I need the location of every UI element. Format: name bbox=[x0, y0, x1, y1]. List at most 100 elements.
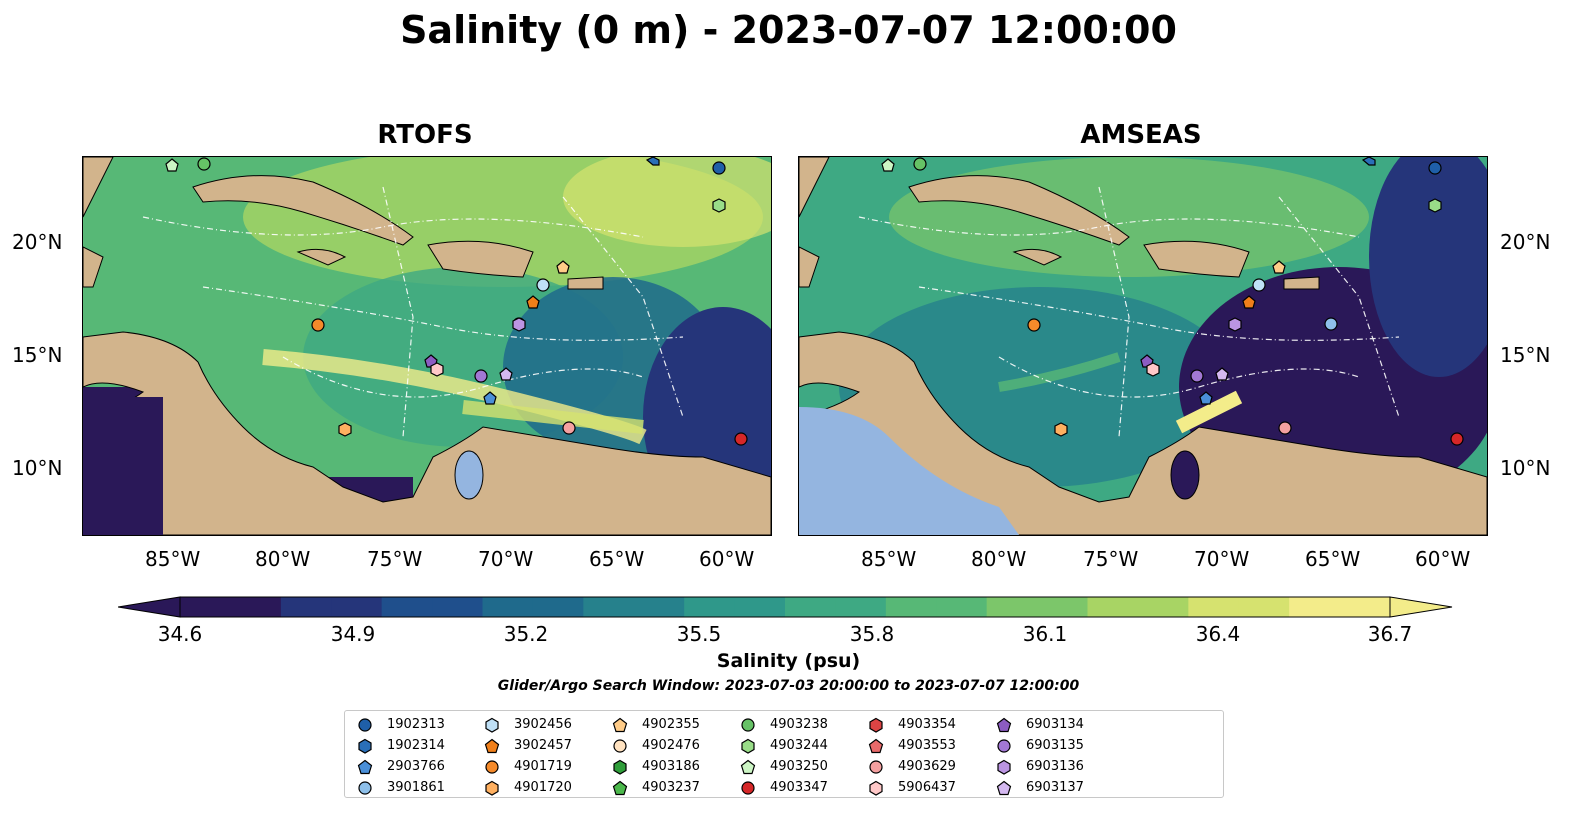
hexagon-marker-icon bbox=[869, 717, 883, 733]
circle-marker-icon bbox=[741, 781, 755, 795]
lon-tick-left-65: 65°W bbox=[589, 547, 645, 571]
colorbar-segment bbox=[280, 597, 332, 617]
legend-label: 4903250 bbox=[770, 759, 828, 774]
colorbar-segment bbox=[432, 597, 484, 617]
colorbar-segment bbox=[1037, 597, 1089, 617]
colorbar-segment bbox=[1289, 597, 1341, 617]
colorbar-tick-36-4: 36.4 bbox=[1195, 622, 1241, 646]
lon-tick-right-80: 80°W bbox=[971, 547, 1027, 571]
colorbar-svg bbox=[117, 596, 1453, 618]
pentagon-marker-icon bbox=[740, 759, 756, 775]
colorbar-segment bbox=[785, 597, 837, 617]
hexagon-marker-icon bbox=[741, 738, 755, 754]
pentagon-marker-icon bbox=[996, 780, 1012, 796]
colorbar-tick-36-1: 36.1 bbox=[1022, 622, 1068, 646]
circle-marker-icon bbox=[485, 760, 499, 774]
lat-tick-right-10: 10°N bbox=[1500, 456, 1551, 480]
panel-title-rtofs: RTOFS bbox=[377, 120, 473, 150]
colorbar-tick-35-5: 35.5 bbox=[676, 622, 722, 646]
legend-label: 4902355 bbox=[642, 717, 700, 732]
legend-label: 6903137 bbox=[1026, 780, 1084, 795]
pentagon-marker-icon bbox=[612, 780, 628, 796]
legend-label: 4901719 bbox=[514, 759, 572, 774]
colorbar-segment bbox=[885, 597, 937, 617]
colorbar-tick-35-8: 35.8 bbox=[849, 622, 895, 646]
colorbar-segment bbox=[482, 597, 534, 617]
colorbar-segment bbox=[230, 597, 282, 617]
lat-tick-right-20: 20°N bbox=[1500, 230, 1551, 254]
circle-marker-icon bbox=[358, 718, 372, 732]
lon-tick-right-60: 60°W bbox=[1415, 547, 1471, 571]
lat-tick-left-20: 20°N bbox=[12, 230, 63, 254]
colorbar-segment bbox=[1137, 597, 1189, 617]
map-panel-amseas bbox=[798, 156, 1488, 536]
lon-tick-right-75: 75°W bbox=[1083, 547, 1139, 571]
legend-label: 4903186 bbox=[642, 759, 700, 774]
circle-marker-icon bbox=[869, 760, 883, 774]
colorbar-extend-min bbox=[117, 596, 181, 618]
colorbar-segment bbox=[1087, 597, 1139, 617]
colorbar-segment bbox=[583, 597, 635, 617]
legend-label: 4903553 bbox=[898, 738, 956, 753]
legend-label: 4903244 bbox=[770, 738, 828, 753]
pentagon-marker-icon bbox=[484, 738, 500, 754]
colorbar-tick-36-7: 36.7 bbox=[1367, 622, 1413, 646]
legend: 1902313 1902314 2903766 3901861 3902456 39024… bbox=[344, 710, 1224, 798]
pentagon-marker-icon bbox=[868, 738, 884, 754]
hexagon-marker-icon bbox=[485, 717, 499, 733]
colorbar-segment bbox=[684, 597, 736, 617]
lon-tick-left-85: 85°W bbox=[145, 547, 201, 571]
colorbar-segment bbox=[180, 597, 232, 617]
colorbar-segment bbox=[532, 597, 584, 617]
legend-label: 4901720 bbox=[514, 780, 572, 795]
figure-title: Salinity (0 m) - 2023-07-07 12:00:00 bbox=[400, 8, 1177, 52]
hexagon-marker-icon bbox=[869, 780, 883, 796]
colorbar-segment bbox=[835, 597, 887, 617]
lon-tick-left-80: 80°W bbox=[255, 547, 311, 571]
lat-tick-left-15: 15°N bbox=[12, 343, 63, 367]
colorbar-segment bbox=[331, 597, 383, 617]
colorbar-segment bbox=[986, 597, 1038, 617]
map-panel-rtofs bbox=[82, 156, 772, 536]
colorbar-segment bbox=[1238, 597, 1290, 617]
lon-tick-left-70: 70°W bbox=[478, 547, 534, 571]
legend-label: 6903136 bbox=[1026, 759, 1084, 774]
legend-label: 4902476 bbox=[642, 738, 700, 753]
colorbar-frame bbox=[179, 596, 1391, 618]
legend-label: 1902314 bbox=[387, 738, 445, 753]
circle-marker-icon bbox=[997, 739, 1011, 753]
colorbar-segment bbox=[734, 597, 786, 617]
colorbar-label: Salinity (psu) bbox=[716, 650, 861, 672]
legend-label: 5906437 bbox=[898, 780, 956, 795]
legend-label: 6903135 bbox=[1026, 738, 1084, 753]
lat-tick-left-10: 10°N bbox=[12, 456, 63, 480]
colorbar-tick-35-2: 35.2 bbox=[503, 622, 549, 646]
hexagon-marker-icon bbox=[613, 759, 627, 775]
legend-label: 2903766 bbox=[387, 759, 445, 774]
lon-tick-left-75: 75°W bbox=[367, 547, 423, 571]
colorbar-segment bbox=[936, 597, 988, 617]
colorbar-segment bbox=[1188, 597, 1240, 617]
panel-title-amseas: AMSEAS bbox=[1080, 120, 1202, 150]
circle-marker-icon bbox=[613, 739, 627, 753]
search-window-caption: Glider/Argo Search Window: 2023-07-03 20… bbox=[497, 678, 1080, 694]
legend-label: 6903134 bbox=[1026, 717, 1084, 732]
colorbar bbox=[117, 596, 1453, 618]
legend-label: 4903238 bbox=[770, 717, 828, 732]
legend-label: 3901861 bbox=[387, 780, 445, 795]
pentagon-marker-icon bbox=[357, 759, 373, 775]
colorbar-segment bbox=[633, 597, 685, 617]
legend-label: 4903354 bbox=[898, 717, 956, 732]
colorbar-extend-max bbox=[1389, 596, 1453, 618]
colorbar-segment bbox=[1339, 597, 1391, 617]
lat-tick-right-15: 15°N bbox=[1500, 343, 1551, 367]
salinity-map-amseas bbox=[799, 157, 1487, 535]
circle-marker-icon bbox=[358, 781, 372, 795]
colorbar-tick-34-9: 34.9 bbox=[330, 622, 376, 646]
colorbar-tick-34-6: 34.6 bbox=[157, 622, 203, 646]
lon-tick-right-70: 70°W bbox=[1194, 547, 1250, 571]
legend-label: 3902456 bbox=[514, 717, 572, 732]
lon-tick-left-60: 60°W bbox=[699, 547, 755, 571]
lon-tick-right-85: 85°W bbox=[861, 547, 917, 571]
legend-label: 4903347 bbox=[770, 780, 828, 795]
